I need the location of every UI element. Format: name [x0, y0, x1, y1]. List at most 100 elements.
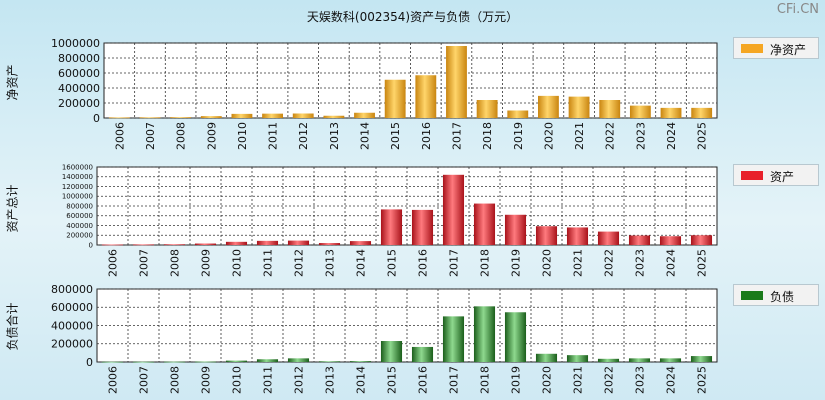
x-tick-label: 2019	[512, 122, 525, 150]
bar-2011	[262, 113, 283, 118]
legend-swatch	[741, 44, 763, 53]
legend-label: 净资产	[770, 43, 807, 57]
bar-2008	[170, 117, 192, 118]
legend-label: 负债	[770, 290, 795, 304]
x-tick-label: 2024	[665, 122, 678, 150]
bar-2018	[473, 203, 496, 245]
y-tick-label: 200000	[58, 97, 100, 110]
x-tick-label: 2011	[262, 249, 275, 277]
bar-2020	[538, 95, 559, 118]
y-tick-label: 1000000	[62, 193, 93, 201]
y-tick-label: 800000	[66, 202, 93, 210]
bar-2018	[473, 306, 496, 362]
x-tick-label: 2024	[665, 366, 678, 394]
x-tick-label: 2021	[573, 122, 586, 150]
bar-2014	[349, 361, 372, 362]
bar-2024	[660, 107, 682, 118]
legend-label: 资产	[770, 170, 795, 184]
bar-2022	[597, 231, 620, 245]
legend-net-assets: 净资产	[733, 37, 819, 59]
bar-2009	[200, 116, 222, 118]
x-tick-label: 2008	[175, 122, 188, 150]
bar-2010	[231, 113, 253, 118]
x-tick-label: 2011	[262, 366, 275, 394]
x-tick-label: 2024	[665, 249, 678, 277]
y-tick-label: 1000000	[51, 37, 100, 50]
bar-2006	[101, 244, 124, 246]
bar-2010	[225, 241, 248, 245]
x-tick-label: 2018	[481, 122, 494, 150]
x-tick-label: 2014	[359, 122, 372, 150]
bar-2012	[287, 240, 310, 245]
x-tick-label: 2025	[696, 122, 709, 150]
bar-2011	[256, 359, 279, 362]
y-tick-label: 600000	[66, 212, 93, 220]
x-tick-label: 2007	[138, 249, 151, 277]
bar-2018	[476, 100, 498, 118]
y-tick-label: 1600000	[62, 163, 93, 171]
y-tick-label: 200000	[66, 232, 93, 240]
bar-2024	[659, 236, 682, 245]
bar-2025	[690, 235, 713, 245]
x-tick-label: 2014	[355, 249, 368, 277]
bar-2015	[384, 79, 406, 118]
bar-2013	[323, 115, 345, 118]
x-tick-label: 2006	[107, 366, 120, 394]
x-tick-label: 2016	[417, 249, 430, 277]
bar-2024	[659, 358, 682, 362]
x-tick-label: 2025	[696, 366, 709, 394]
bar-2019	[504, 312, 527, 362]
x-tick-label: 2021	[572, 366, 585, 394]
x-tick-label: 2006	[113, 122, 126, 150]
bar-2020	[535, 226, 558, 245]
y-tick-label: 1200000	[62, 183, 93, 191]
x-tick-label: 2014	[355, 366, 368, 394]
x-tick-label: 2012	[297, 122, 310, 150]
x-tick-label: 2010	[236, 122, 249, 150]
x-tick-label: 2007	[138, 366, 151, 394]
y-tick-label: 400000	[51, 319, 93, 332]
bar-2007	[132, 244, 155, 246]
x-tick-label: 2016	[420, 122, 433, 150]
bar-2015	[380, 341, 403, 362]
bar-2019	[504, 214, 527, 245]
chart-1: 0 200000 400000 600000 800000 1000000 2006 2007…	[51, 37, 718, 150]
x-tick-label: 2017	[450, 122, 463, 150]
x-tick-label: 2017	[448, 366, 461, 394]
bar-2013	[318, 243, 341, 245]
x-tick-label: 2009	[205, 122, 218, 150]
bar-2021	[568, 96, 590, 118]
x-tick-label: 2023	[634, 122, 647, 150]
x-tick-label: 2010	[231, 366, 244, 394]
bar-2017	[442, 316, 465, 362]
watermark-logo: CFi.CN	[776, 2, 819, 17]
page-title: 天娱数科(002354)资产与负债（万元）	[306, 10, 519, 24]
x-tick-label: 2016	[417, 366, 430, 394]
x-tick-label: 2009	[200, 366, 213, 394]
x-tick-label: 2011	[267, 122, 280, 150]
y-tick-label: 0	[89, 241, 93, 249]
bar-2019	[507, 110, 529, 118]
x-tick-label: 2021	[572, 249, 585, 277]
x-tick-label: 2018	[479, 366, 492, 394]
bar-2006	[108, 117, 130, 119]
bar-2014	[354, 112, 375, 118]
bar-2021	[566, 355, 589, 362]
bar-2013	[318, 361, 341, 363]
x-tick-label: 2025	[696, 249, 709, 277]
x-tick-label: 2013	[324, 366, 337, 394]
y-tick-label: 0	[86, 356, 93, 369]
x-tick-label: 2022	[603, 249, 616, 277]
x-tick-label: 2009	[200, 249, 213, 277]
x-tick-label: 2015	[389, 122, 402, 150]
x-tick-label: 2015	[386, 366, 399, 394]
bar-2023	[628, 358, 651, 362]
bar-2021	[566, 227, 589, 245]
legend-assets: 资产	[733, 164, 819, 186]
bar-2008	[163, 244, 186, 246]
chart-3: 0 200000 400000 600000 800000 2006 2007 2008 200…	[51, 283, 718, 394]
x-tick-label: 2020	[541, 366, 554, 394]
bar-2023	[628, 235, 651, 245]
